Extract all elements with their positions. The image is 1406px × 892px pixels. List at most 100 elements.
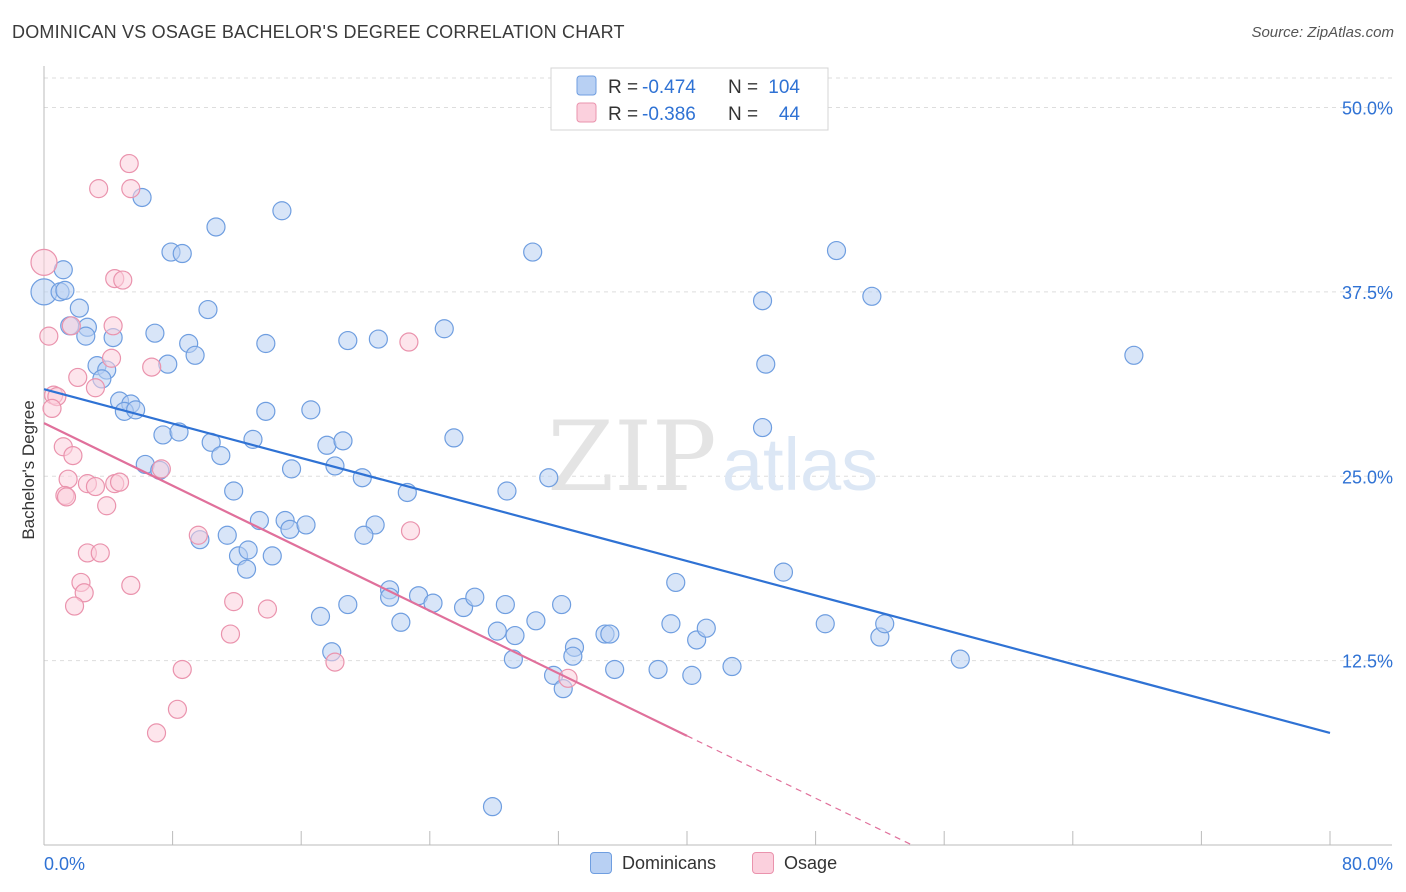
legend-swatch-osage [752, 852, 775, 874]
dominicans-point [1124, 345, 1144, 365]
dominicans-point [76, 326, 96, 346]
dominicans-point [497, 481, 517, 501]
dominicans-point [310, 606, 331, 626]
dominicans-point [600, 624, 620, 644]
dominicans-point [503, 649, 523, 669]
dominicans-point [563, 646, 583, 666]
dominicans-point [661, 614, 681, 634]
legend-r-value-blue: -0.474 [642, 77, 696, 98]
dominicans-point [217, 525, 237, 545]
osage-point [58, 469, 78, 489]
x-tick-label-max: 80.0% [1342, 854, 1393, 874]
osage-point [121, 179, 141, 199]
dominicans-point [158, 354, 178, 374]
dominicans-point [482, 797, 503, 817]
tick-labels: 12.5% 25.0% 37.5% 50.0% 0.0% 80.0% [44, 99, 1393, 875]
chart-source: Source: ZipAtlas.com [1251, 24, 1394, 41]
dominicans-point [281, 459, 302, 479]
osage-point [224, 592, 244, 612]
dominicans-point [338, 330, 358, 351]
osage-point [121, 575, 141, 596]
dominicans-point [648, 659, 668, 680]
dominicans-point [722, 656, 742, 677]
osage-point [85, 378, 106, 398]
dominicans-point [539, 468, 559, 488]
legend-swatch-pink [576, 102, 597, 123]
dominicans-point [354, 525, 374, 545]
osage-point [85, 476, 106, 497]
legend-r-label-blue: R = [608, 77, 638, 98]
osage-point [257, 599, 278, 619]
dominicans-point [523, 242, 543, 262]
dominicans-point [495, 594, 515, 615]
legend-n-value-blue: 104 [768, 77, 800, 98]
osage-point [220, 624, 241, 644]
dominicans-point [552, 594, 572, 615]
dominicans-point [752, 291, 773, 311]
legend-item-dominicans[interactable]: Dominicans [590, 852, 716, 874]
dominicans-point [69, 298, 89, 318]
dominicans-point [666, 572, 686, 593]
x-tick-label-min: 0.0% [44, 854, 85, 874]
dominicans-point [256, 401, 276, 421]
dominicans-point [211, 446, 231, 466]
dominicans-point [682, 665, 702, 685]
osage-point [113, 270, 133, 290]
dominicans-point [206, 217, 226, 237]
osage-point [64, 596, 85, 616]
osage-point [90, 543, 110, 563]
legend-top: R = -0.474 N = 104 R = -0.386 N = 44 [550, 67, 829, 131]
dominicans-point [505, 625, 525, 646]
dominicans-point [826, 240, 847, 261]
dominicans-point [487, 621, 507, 641]
legend-item-osage[interactable]: Osage [752, 852, 837, 874]
y-tick-label: 50.0% [1342, 99, 1393, 119]
dominicans-point [296, 515, 316, 535]
dominicans-point [280, 519, 300, 539]
legend-box [550, 67, 829, 131]
osage-point [325, 652, 345, 672]
dominicans-point [950, 649, 970, 669]
osage-point [167, 699, 188, 719]
osage-point [30, 248, 58, 276]
dominicans-point [752, 417, 773, 438]
legend-swatch-dominicans [590, 852, 612, 874]
dominicans-point [338, 594, 358, 615]
dominicans-point [185, 345, 205, 365]
dominicans-point [333, 431, 353, 451]
osage-point [109, 472, 130, 492]
dominicans-point [172, 243, 192, 264]
legend-r-value-pink: -0.386 [642, 104, 696, 125]
legend-label-osage: Osage [784, 852, 838, 873]
watermark: ZIP atlas [547, 401, 878, 513]
osage-point [39, 326, 59, 346]
osage-point [146, 723, 167, 743]
dominicans-point [444, 428, 464, 448]
dominicans-point [465, 587, 485, 607]
osage-point [63, 446, 83, 466]
dominicans-point [352, 468, 372, 488]
legend-n-label-blue: N = [728, 77, 758, 98]
osage-point [68, 367, 88, 388]
osage-point [101, 348, 122, 368]
axes [43, 66, 1392, 846]
dominicans-trendline [43, 388, 1331, 734]
osage-point [172, 659, 192, 680]
watermark-zip: ZIP [547, 401, 716, 513]
osage-point [103, 316, 123, 336]
osage-trendline-extension [686, 735, 913, 846]
y-tick-label: 25.0% [1342, 467, 1393, 487]
dominicans-point [236, 559, 257, 579]
dominicans-point [696, 618, 716, 638]
dominicans-point [317, 435, 337, 455]
dominicans-point [875, 614, 895, 634]
dominicans-point [526, 611, 546, 631]
y-tick-label: 12.5% [1342, 652, 1393, 672]
osage-point [188, 525, 208, 545]
y-axis-title: Bachelor's Degree [19, 400, 38, 539]
osage-point [42, 398, 62, 418]
osage-point [142, 357, 162, 377]
dominicans-point [145, 323, 165, 343]
trend-lines [43, 388, 1331, 846]
